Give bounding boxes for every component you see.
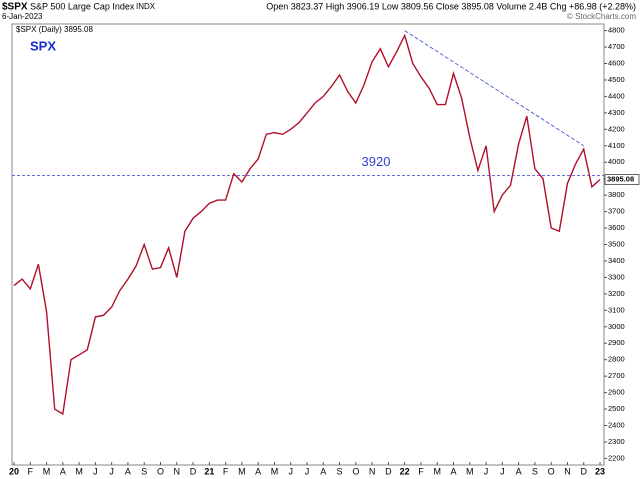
date: 6-Jan-2023 (2, 12, 43, 21)
price-tag-box (604, 174, 640, 185)
x-tick-label: 21 (204, 466, 214, 476)
x-tick-label: F (28, 466, 34, 476)
y-tick-label: 4000 (608, 157, 625, 166)
y-tick-label: 3700 (608, 207, 625, 216)
quote: Open 3823.37 High 3906.19 Low 3809.56 Cl… (266, 1, 636, 11)
y-tick-label: 2800 (608, 355, 625, 364)
x-tick-label: S (532, 466, 538, 476)
x-tick-label: J (93, 466, 98, 476)
index-name: S&P 500 Large Cap Index (30, 1, 135, 11)
x-tick-label: M (43, 466, 51, 476)
y-tick-label: 4100 (608, 141, 625, 150)
x-tick-label: M (466, 466, 474, 476)
x-tick-label: A (450, 466, 456, 476)
x-tick-label: O (548, 466, 555, 476)
y-tick-label: 2500 (608, 404, 625, 413)
y-tick-label: 4800 (608, 26, 625, 35)
x-tick-label: A (60, 466, 66, 476)
y-tick-label: 3100 (608, 305, 625, 314)
legend: $SPX (Daily) 3895.08 (16, 25, 93, 34)
y-tick-label: 4400 (608, 91, 625, 100)
x-tick-label: N (369, 466, 376, 476)
y-tick-label: 2900 (608, 338, 625, 347)
x-tick-label: A (320, 466, 326, 476)
x-tick-label: F (223, 466, 229, 476)
x-tick-label: N (174, 466, 181, 476)
x-tick-label: 20 (9, 466, 19, 476)
x-tick-label: 23 (595, 466, 605, 476)
x-tick-label: A (516, 466, 522, 476)
x-tick-label: M (433, 466, 441, 476)
x-tick-label: J (109, 466, 114, 476)
trendline (404, 30, 584, 147)
y-tick-label: 4300 (608, 108, 625, 117)
annotation: SPX (30, 38, 56, 53)
x-tick-label: J (305, 466, 310, 476)
x-tick-label: J (500, 466, 505, 476)
x-tick-label: 22 (400, 466, 410, 476)
price-tag: 3895.08 (607, 174, 634, 183)
y-tick-label: 4200 (608, 124, 625, 133)
x-tick-label: S (141, 466, 147, 476)
y-tick-label: 2300 (608, 437, 625, 446)
y-tick-label: 4600 (608, 58, 625, 67)
y-tick-label: 3500 (608, 239, 625, 248)
credit: © StockCharts.com (567, 12, 636, 21)
price-line (13, 33, 601, 416)
y-tick-label: 3000 (608, 322, 625, 331)
x-tick-label: D (385, 466, 392, 476)
x-tick-label: N (564, 466, 571, 476)
reference-label: 3920 (362, 154, 391, 169)
x-tick-label: S (337, 466, 343, 476)
y-tick-label: 2600 (608, 388, 625, 397)
x-tick-label: F (418, 466, 424, 476)
x-tick-label: M (238, 466, 246, 476)
y-tick-label: 2400 (608, 420, 625, 429)
x-tick-label: J (484, 466, 489, 476)
y-tick-label: 3600 (608, 223, 625, 232)
x-tick-label: D (580, 466, 587, 476)
x-tick-label: O (157, 466, 164, 476)
plot-frame (11, 23, 605, 466)
y-tick-label: 3800 (608, 190, 625, 199)
y-tick-label: 2200 (608, 453, 625, 462)
y-tick-label: 3400 (608, 256, 625, 265)
y-tick-label: 3200 (608, 289, 625, 298)
x-tick-label: O (352, 466, 359, 476)
x-tick-label: J (288, 466, 293, 476)
x-tick-label: A (125, 466, 131, 476)
symbol: $SPX (2, 2, 28, 13)
x-tick-label: D (190, 466, 197, 476)
x-tick-label: M (75, 466, 83, 476)
x-tick-label: A (255, 466, 261, 476)
y-tick-label: 3300 (608, 272, 625, 281)
x-tick-label: M (271, 466, 279, 476)
y-tick-label: 4500 (608, 75, 625, 84)
y-tick-label: 2700 (608, 371, 625, 380)
exchange: INDX (136, 2, 156, 11)
y-tick-label: 4700 (608, 42, 625, 51)
